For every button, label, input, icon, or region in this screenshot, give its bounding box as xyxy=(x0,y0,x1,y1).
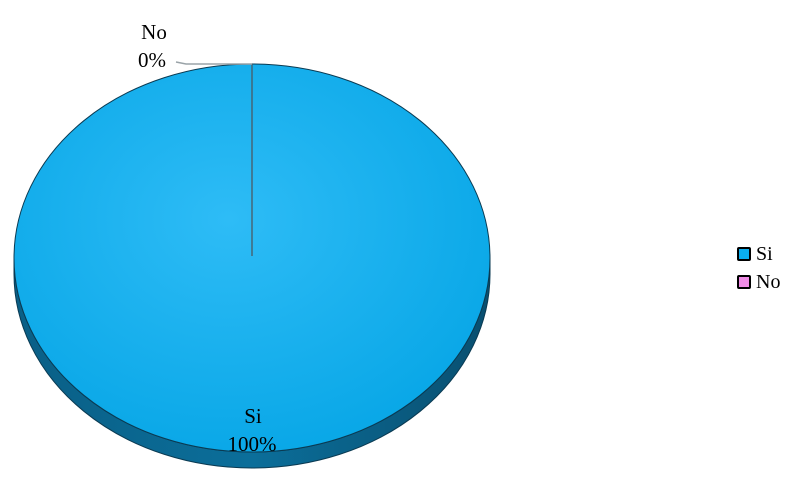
legend-item-si[interactable]: Si xyxy=(737,240,780,268)
no-label-percent: 0% xyxy=(138,48,166,72)
chart-legend: Si No xyxy=(737,240,780,296)
legend-label-no: No xyxy=(756,270,781,293)
si-label-category: Si xyxy=(244,404,262,428)
si-label-percent: 100% xyxy=(228,432,277,456)
legend-swatch-si xyxy=(737,247,751,261)
legend-label-si: Si xyxy=(756,242,773,265)
no-label-category: No xyxy=(141,20,167,44)
legend-swatch-no xyxy=(737,275,751,289)
legend-item-no[interactable]: No xyxy=(737,268,780,296)
no-label-leader-line xyxy=(175,61,252,65)
